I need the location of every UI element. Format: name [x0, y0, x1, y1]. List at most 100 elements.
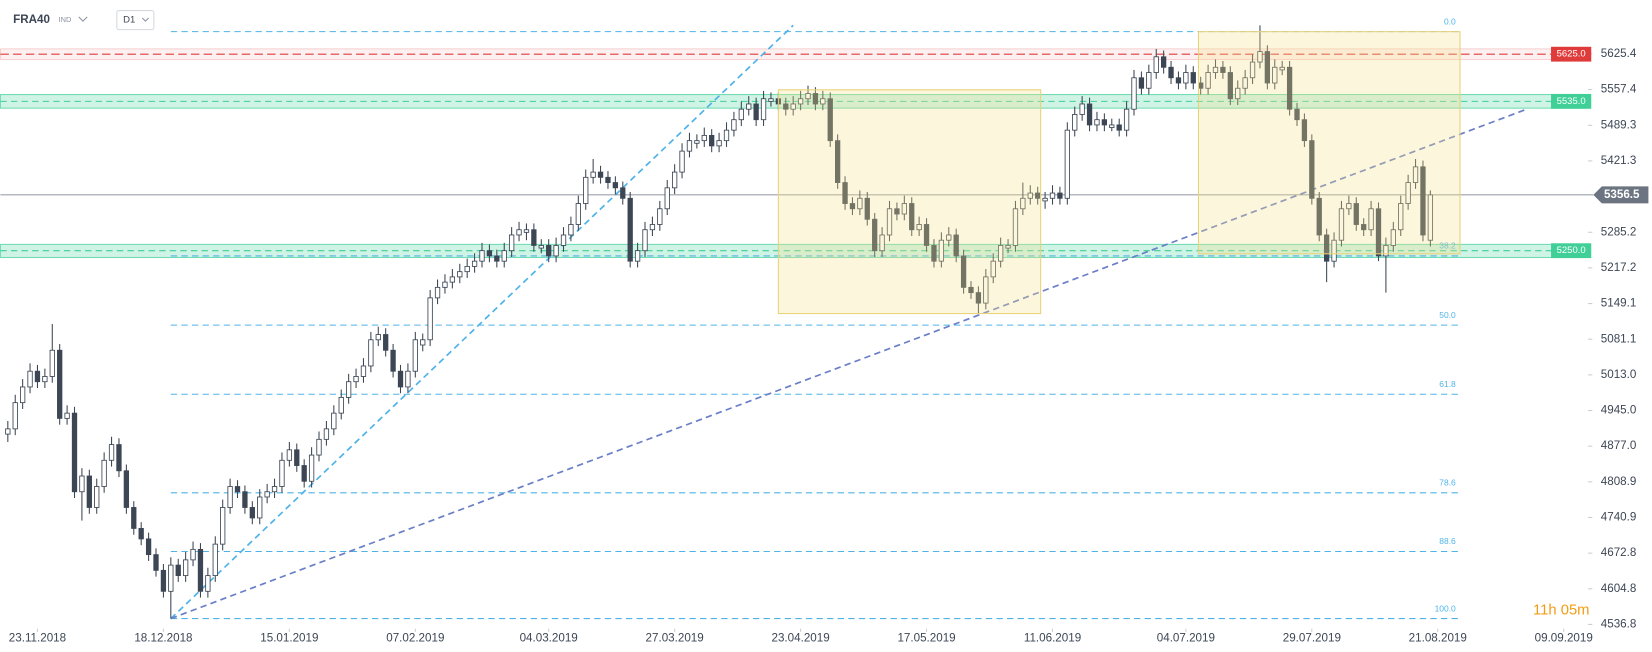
- dropdown-arrow[interactable]: [78, 16, 88, 22]
- candle-body: [909, 203, 915, 231]
- candle-body: [1405, 182, 1411, 204]
- x-tick-label: 15.01.2019: [260, 631, 318, 644]
- x-tick-label: 18.12.2018: [134, 631, 192, 644]
- candle-body: [1286, 66, 1293, 110]
- candle-body: [605, 176, 611, 183]
- level-tag: [1551, 243, 1592, 259]
- candle-body: [138, 528, 144, 540]
- candle-body: [649, 224, 656, 231]
- candle-body: [168, 564, 174, 592]
- candle-body: [79, 475, 85, 493]
- candle-body: [938, 239, 945, 262]
- candle-body: [1183, 72, 1189, 84]
- candle-body: [338, 396, 344, 414]
- candle-body: [294, 449, 300, 466]
- candle-body: [501, 250, 507, 262]
- candle-body: [842, 182, 848, 204]
- candle-body: [197, 548, 204, 592]
- y-tick-label: 4877.0: [1601, 439, 1637, 452]
- candle-body: [271, 486, 278, 493]
- candle-body: [546, 245, 552, 257]
- candle-body: [464, 265, 470, 273]
- candle-body: [1146, 72, 1152, 89]
- candle-body: [590, 171, 596, 178]
- x-tick-label: 23.11.2018: [9, 631, 66, 644]
- candle-body: [1101, 119, 1108, 126]
- candle-body: [827, 98, 833, 142]
- current-price: 5356.5: [1604, 188, 1640, 201]
- candle-body: [108, 444, 115, 461]
- candle-body: [960, 255, 967, 288]
- candle-body: [471, 260, 478, 267]
- candle-body: [820, 98, 826, 105]
- candle-body: [1094, 119, 1100, 126]
- candle-body: [390, 349, 396, 372]
- countdown: 11h 05m: [1533, 603, 1590, 619]
- candle-body: [627, 197, 633, 262]
- candle-body: [94, 486, 100, 508]
- candle-body: [442, 281, 448, 288]
- candle-body: [449, 276, 456, 283]
- candle-body: [86, 475, 92, 508]
- candle-body: [1398, 203, 1404, 231]
- x-tick-label: 07.02.2019: [386, 631, 444, 644]
- candle-body: [1257, 51, 1263, 63]
- candle-body: [1168, 66, 1174, 79]
- symbol[interactable]: FRA40: [13, 13, 50, 26]
- candle-body: [575, 203, 581, 225]
- candle-body: [946, 234, 952, 241]
- candle-body: [1279, 66, 1285, 71]
- candle-body: [686, 140, 693, 152]
- dropdown-arrow[interactable]: [141, 17, 149, 22]
- candle-body: [997, 245, 1004, 262]
- candle-body: [1361, 224, 1367, 231]
- candle-body: [634, 250, 641, 262]
- candle-body: [923, 224, 930, 246]
- candle-body: [583, 176, 589, 204]
- x-tick-label: 11.06.2019: [1024, 631, 1081, 644]
- candle-body: [753, 103, 759, 121]
- trendline: [170, 108, 1527, 620]
- candle-body: [1153, 56, 1159, 73]
- candle-body: [1375, 208, 1382, 257]
- candle-body: [738, 108, 744, 121]
- candle-body: [1131, 77, 1137, 110]
- candle-body: [1012, 208, 1019, 246]
- candle-body: [486, 250, 493, 257]
- candle-body: [1249, 61, 1256, 79]
- candle-body: [412, 339, 418, 372]
- candle-body: [145, 538, 152, 556]
- candle-body: [160, 569, 167, 592]
- y-tick-label: 5489.3: [1601, 118, 1637, 131]
- candle-body: [731, 119, 737, 131]
- level-tag: [1551, 46, 1592, 62]
- candle-body: [479, 250, 485, 262]
- candle-body: [182, 559, 189, 577]
- candle-body: [642, 229, 648, 252]
- highlight-box: [1197, 31, 1461, 255]
- y-tick-label: 4945.0: [1601, 404, 1637, 417]
- candle-body: [990, 260, 996, 278]
- fib-label: 50.0: [1439, 310, 1456, 320]
- candle-body: [1205, 72, 1211, 89]
- candle-body: [1123, 108, 1130, 131]
- candle-body: [597, 171, 604, 178]
- candle-body: [1427, 194, 1434, 241]
- candle-body: [420, 339, 426, 346]
- y-tick-label: 5217.2: [1601, 261, 1637, 274]
- y-tick-label: 5013.0: [1601, 368, 1637, 381]
- y-tick-label: 5421.3: [1601, 154, 1637, 167]
- candle-body: [49, 349, 55, 377]
- candle-body: [1042, 197, 1048, 202]
- candle-body: [694, 140, 700, 144]
- candle-body: [1346, 203, 1352, 210]
- candle-body: [331, 412, 337, 430]
- candle-body: [531, 229, 537, 246]
- x-tick-label: 04.03.2019: [520, 631, 578, 644]
- timeframe-box[interactable]: [116, 10, 155, 31]
- timeframe[interactable]: D1: [123, 15, 135, 26]
- candle-body: [360, 365, 367, 377]
- candle-body: [1079, 103, 1085, 115]
- candle-body: [1294, 108, 1300, 121]
- candle-body: [5, 428, 11, 435]
